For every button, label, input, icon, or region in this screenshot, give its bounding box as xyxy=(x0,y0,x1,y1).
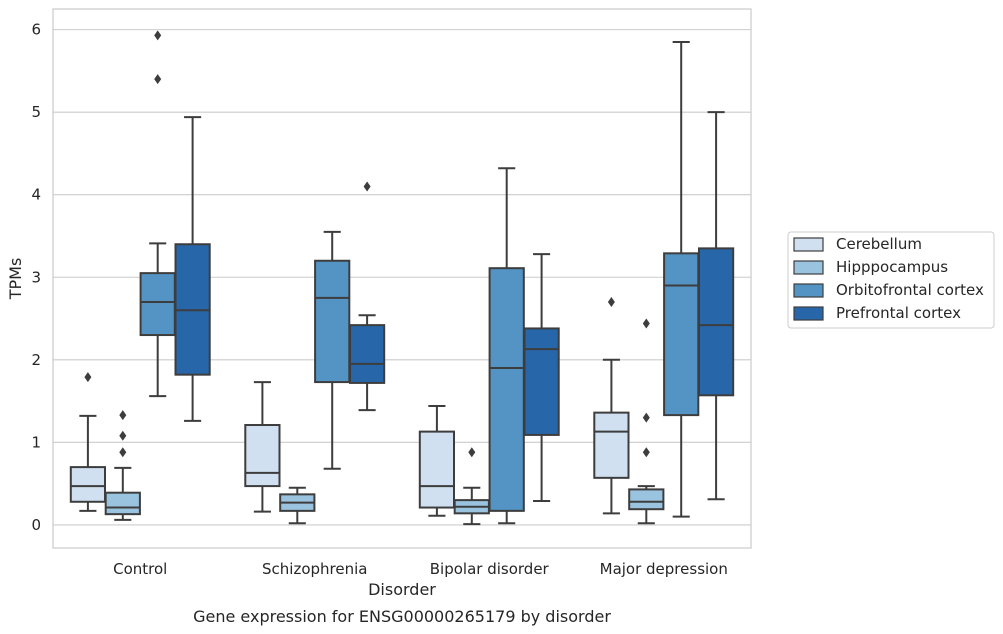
box-0-2 xyxy=(139,30,176,398)
x-tick-label: Bipolar disorder xyxy=(430,560,550,578)
box-0-0 xyxy=(69,372,107,512)
outlier-point xyxy=(119,447,127,458)
legend-frame xyxy=(787,231,995,329)
y-tick-label: 1 xyxy=(31,433,41,451)
outlier-point xyxy=(84,372,92,383)
legend-swatch xyxy=(793,260,824,275)
box-body xyxy=(628,488,665,511)
legend-swatch xyxy=(793,283,824,298)
plot-area xyxy=(69,30,735,526)
y-tick-label: 6 xyxy=(31,21,41,39)
box-body xyxy=(348,324,386,384)
box-body xyxy=(418,430,456,509)
outlier-point xyxy=(642,318,650,329)
box-body xyxy=(488,267,525,512)
box-1-1 xyxy=(279,486,316,525)
box-body xyxy=(663,252,700,417)
box-0-3 xyxy=(174,116,211,422)
y-axis: 0 1 2 3 4 5 6 xyxy=(31,21,41,534)
box-3-1 xyxy=(628,318,665,525)
box-1-2 xyxy=(314,230,351,470)
outlier-point xyxy=(642,412,650,423)
y-tick-label: 2 xyxy=(31,351,41,369)
box-1-3 xyxy=(348,181,386,412)
legend-label: Cerebellum xyxy=(836,235,922,253)
x-axis: Control Schizophrenia Bipolar disorder Majo… xyxy=(113,560,728,578)
legend: Cerebellum Hipppocampus Orbitofrontal cort… xyxy=(787,231,995,329)
plot-frame xyxy=(52,8,752,549)
x-tick-label: Schizophrenia xyxy=(262,560,367,578)
outlier-point xyxy=(154,74,162,85)
outlier-point xyxy=(607,297,615,308)
box-body xyxy=(69,466,107,503)
y-tick-label: 0 xyxy=(31,516,41,534)
box-3-2 xyxy=(663,41,700,518)
x-tick-label: Major depression xyxy=(600,560,728,578)
chart-caption: Gene expression for ENSG00000265179 by d… xyxy=(193,607,611,626)
outlier-point xyxy=(642,447,650,458)
box-3-0 xyxy=(593,297,630,515)
legend-label: Hipppocampus xyxy=(836,258,948,276)
outlier-point xyxy=(119,430,127,441)
outlier-point xyxy=(154,30,162,41)
legend-swatch xyxy=(793,306,824,321)
legend-label: Orbitofrontal cortex xyxy=(836,281,984,299)
box-3-3 xyxy=(697,111,735,501)
box-2-1 xyxy=(453,447,490,526)
x-axis-title: Disorder xyxy=(368,580,436,599)
box-2-2 xyxy=(488,167,525,525)
x-tick-label: Control xyxy=(113,560,167,578)
outlier-point xyxy=(363,181,371,192)
box-body xyxy=(104,491,141,516)
box-2-0 xyxy=(418,405,456,517)
y-tick-label: 3 xyxy=(31,268,41,286)
box-body xyxy=(244,424,281,488)
box-0-1 xyxy=(104,410,141,521)
y-tick-label: 5 xyxy=(31,103,41,121)
outlier-point xyxy=(119,410,127,421)
y-axis-title: TPMs xyxy=(6,258,25,301)
box-body xyxy=(139,272,176,337)
outlier-point xyxy=(468,447,476,458)
box-body xyxy=(593,411,630,479)
box-1-0 xyxy=(244,381,281,513)
box-body xyxy=(314,259,351,384)
box-body xyxy=(523,327,560,436)
legend-swatch xyxy=(793,237,824,252)
y-tick-label: 4 xyxy=(31,186,41,204)
box-2-3 xyxy=(523,253,560,502)
legend-label: Prefrontal cortex xyxy=(836,304,961,322)
box-body xyxy=(697,247,735,397)
